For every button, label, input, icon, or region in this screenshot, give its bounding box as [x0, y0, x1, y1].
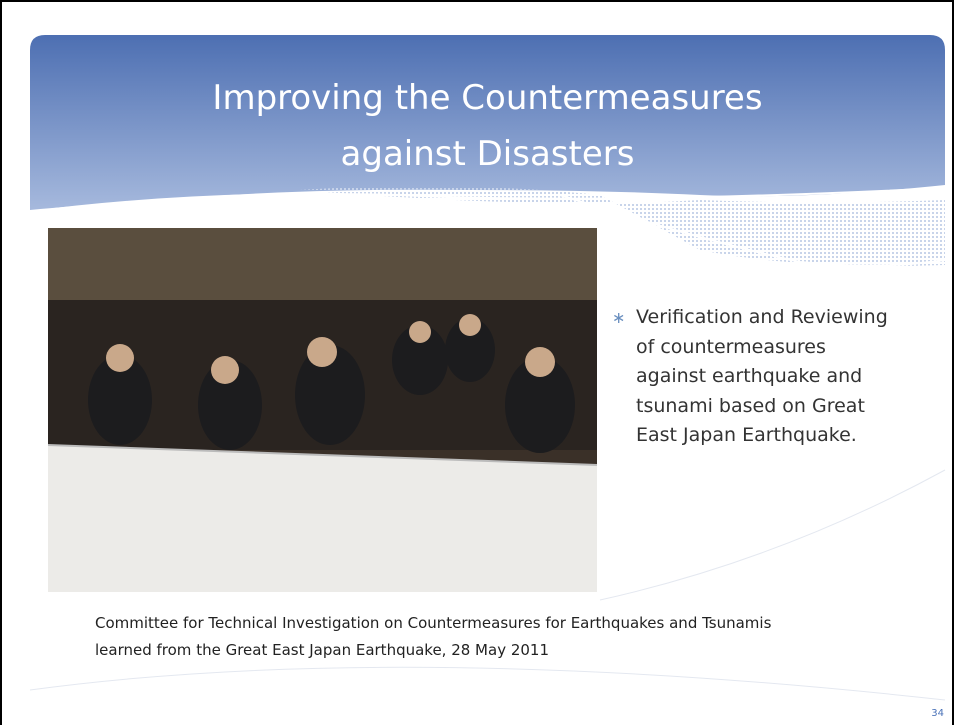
title-line: Improving the Countermeasures — [30, 70, 945, 126]
bullet-line: East Japan Earthquake. — [636, 421, 888, 451]
bullet-line: tsunami based on Great — [636, 392, 888, 422]
bullet-line: Verification and Reviewing — [636, 303, 888, 333]
bullet-mark: ∗ — [612, 303, 625, 333]
caption-line: learned from the Great East Japan Earthq… — [95, 637, 771, 664]
bullet-line: of countermeasures — [636, 333, 888, 363]
slide-title: Improving the Countermeasures against Di… — [30, 70, 945, 182]
caption: Committee for Technical Investigation on… — [95, 610, 771, 664]
caption-line: Committee for Technical Investigation on… — [95, 610, 771, 637]
bullet: ∗ Verification and Reviewing of counterm… — [612, 303, 888, 451]
slide-number: 34 — [931, 708, 944, 719]
slide: Improving the Countermeasures against Di… — [0, 0, 954, 725]
photo — [48, 228, 597, 592]
bullet-line: against earthquake and — [636, 362, 888, 392]
title-line: against Disasters — [30, 126, 945, 182]
